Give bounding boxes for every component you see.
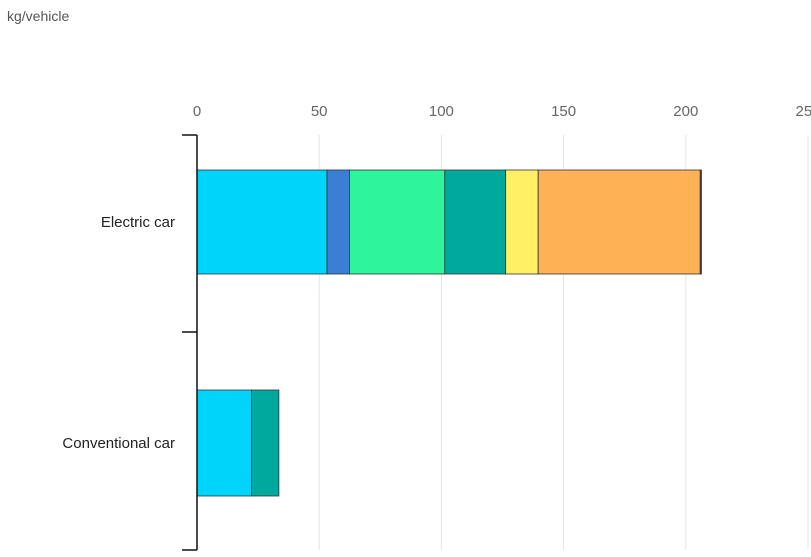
category-label-2: Conventional car [62, 435, 175, 452]
bar-segment-electric-2 [326, 169, 350, 275]
x-tick-labels: 0 50 100 150 200 250 [193, 103, 811, 120]
bar-segment-electric-4 [444, 169, 507, 275]
bar-segment-electric-5 [505, 169, 539, 275]
bar-segment-electric-6 [537, 169, 701, 275]
x-tick-label-50: 50 [311, 103, 328, 120]
x-tick-label-0: 0 [193, 103, 201, 120]
bar-segment-conventional-1 [196, 389, 252, 497]
category-label-1: Electric car [101, 214, 175, 231]
x-tick-label-250: 250 [795, 103, 811, 120]
bar-segment-electric-3 [349, 169, 446, 275]
x-tick-label-150: 150 [551, 103, 576, 120]
bar-segment-electric-1 [196, 169, 328, 275]
bar-segment-conventional-4 [251, 389, 280, 497]
category-axis [182, 134, 198, 551]
bar-segments [196, 169, 702, 497]
gridlines [318, 135, 809, 550]
x-tick-label-200: 200 [673, 103, 698, 120]
x-tick-label-100: 100 [429, 103, 454, 120]
unit-label: kg/vehicle [7, 8, 70, 24]
category-labels: Electric car Conventional car [62, 214, 175, 452]
bar-segment-electric-7 [699, 169, 702, 275]
